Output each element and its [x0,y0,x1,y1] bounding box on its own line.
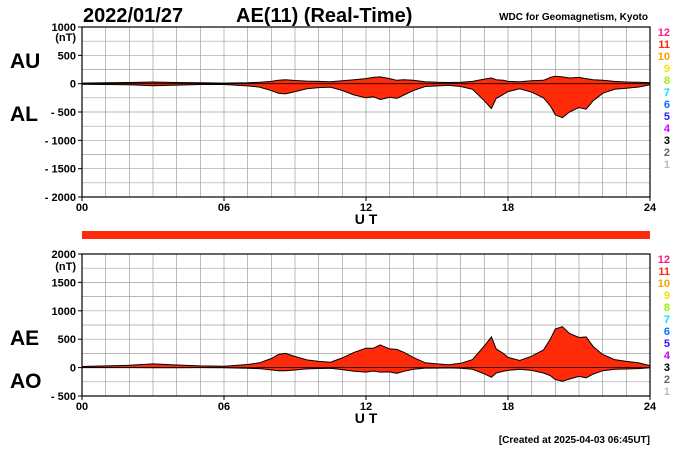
unit-label: (nT) [55,261,76,273]
x-tick-label: 18 [502,202,514,214]
station-legend-item: 3 [664,362,670,374]
x-tick-label: 24 [644,401,657,413]
chart-title: AE(11) (Real-Time) [236,5,412,27]
x-tick-label: 06 [218,202,230,214]
x-tick-label: 00 [76,202,88,214]
station-legend-item: 8 [664,302,670,314]
station-legend-item: 9 [664,63,670,75]
station-legend-item: 12 [658,254,670,266]
y-tick-label: - 2000 [45,192,76,204]
y-tick-label: 500 [58,334,76,346]
panel-label-ae: AE [10,327,39,350]
x-tick-label: 24 [644,202,657,214]
y-tick-label: 1500 [52,277,76,289]
series-fill [82,76,650,118]
station-legend-item: 11 [658,266,670,278]
y-tick-label: 1000 [52,306,76,318]
x-tick-label: 18 [502,401,514,413]
x-tick-label: 12 [360,401,372,413]
station-legend-item: 2 [664,374,670,386]
y-tick-label: 2000 [52,249,76,261]
station-legend-item: 9 [664,290,670,302]
station-legend-item: 2 [664,147,670,159]
panel-label-au: AU [10,50,40,73]
panel-label-ao: AO [10,370,42,393]
series-line-au [81,75,651,84]
station-legend-item: 4 [664,350,671,362]
station-legend-item: 5 [664,338,670,350]
station-legend-item: 4 [664,123,671,135]
x-tick-label: 06 [218,401,230,413]
source-label: WDC for Geomagnetism, Kyoto [499,12,648,23]
station-legend-item: 10 [658,278,670,290]
series-line-al [81,83,651,119]
x-axis-label: U T [355,211,378,227]
station-legend-item: 6 [664,99,670,111]
station-legend-item: 5 [664,111,670,123]
station-legend-item: 8 [664,75,670,87]
y-tick-label: - 1000 [45,135,76,147]
station-legend-item: 1 [664,159,670,171]
y-tick-label: 1000 [52,22,76,34]
station-legend-item: 6 [664,326,670,338]
station-legend-item: 1 [664,386,670,398]
x-tick-label: 12 [360,202,372,214]
station-legend-item: 7 [664,87,670,99]
unit-label: (nT) [55,32,76,44]
station-legend-item: 3 [664,135,670,147]
panel-label-al: AL [10,103,38,126]
station-legend-item: 10 [658,51,670,63]
y-tick-label: 0 [70,363,76,375]
y-tick-label: 500 [58,50,76,62]
x-tick-label: 00 [76,401,88,413]
created-timestamp: [Created at 2025-04-03 06:45UT] [499,435,650,446]
station-legend-item: 7 [664,314,670,326]
station-legend-item: 11 [658,39,670,51]
series-line-ao [82,367,651,382]
series-line-ae [81,326,651,367]
x-axis-label: U T [355,410,378,426]
y-tick-label: - 500 [51,107,76,119]
station-legend-item: 12 [658,27,670,39]
y-tick-label: - 1500 [45,164,76,176]
y-tick-label: - 500 [51,391,76,403]
separator-bar [82,231,650,239]
chart-date: 2022/01/27 [83,5,183,27]
y-tick-label: 0 [70,79,76,91]
